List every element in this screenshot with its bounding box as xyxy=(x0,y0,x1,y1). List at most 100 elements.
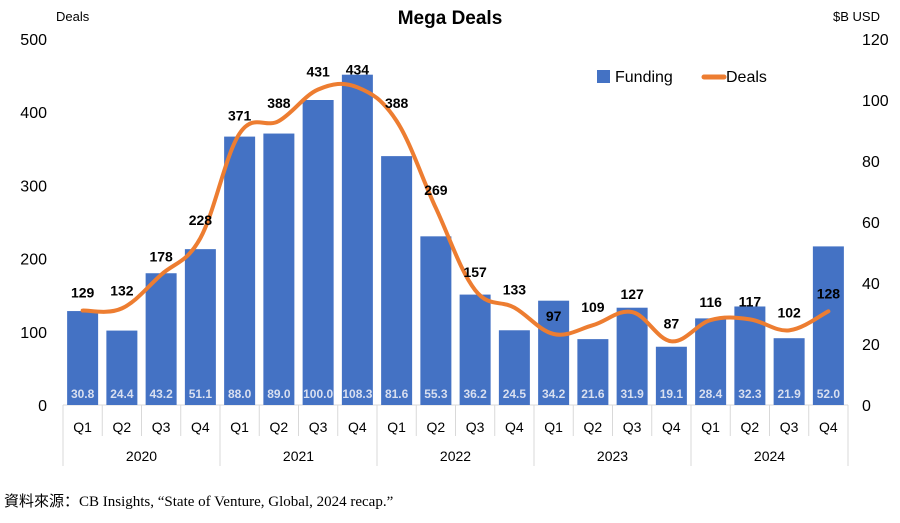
deals-value-label: 269 xyxy=(424,182,448,198)
quarter-tick-label: Q4 xyxy=(662,419,681,435)
quarter-tick-label: Q3 xyxy=(152,419,171,435)
funding-bar xyxy=(224,136,256,405)
deals-value-label: 87 xyxy=(664,315,680,331)
funding-value-label: 28.4 xyxy=(699,387,723,401)
year-tick-label: 2021 xyxy=(283,448,314,464)
deals-value-label: 178 xyxy=(149,249,173,265)
deals-value-label: 371 xyxy=(228,107,252,123)
deals-value-label: 117 xyxy=(739,293,762,309)
deals-value-label: 434 xyxy=(346,61,370,77)
legend: Funding Deals xyxy=(597,69,767,86)
year-tick-label: 2022 xyxy=(440,448,471,464)
quarter-tick-label: Q1 xyxy=(387,419,406,435)
funding-bar xyxy=(655,346,687,405)
funding-value-label: 30.8 xyxy=(71,387,95,401)
left-tick-label: 0 xyxy=(38,398,47,415)
funding-value-label: 88.0 xyxy=(228,387,252,401)
left-tick-label: 100 xyxy=(20,325,47,342)
funding-bar xyxy=(184,249,216,405)
funding-bar xyxy=(577,339,609,405)
funding-bar xyxy=(812,246,844,405)
deals-value-label: 102 xyxy=(777,304,801,320)
funding-value-label: 32.3 xyxy=(738,387,762,401)
data-labels: 30.8 24.4 43.2 51.1 88.0 89.0 100.0 108.3 81.6 55… xyxy=(71,61,840,401)
quarter-tick-label: Q2 xyxy=(427,419,446,435)
quarter-tick-label: Q4 xyxy=(348,419,367,435)
quarter-tick-label: Q1 xyxy=(544,419,563,435)
funding-value-label: 81.6 xyxy=(385,387,409,401)
quarter-tick-label: Q1 xyxy=(73,419,92,435)
left-tick-label: 200 xyxy=(20,252,47,269)
deals-value-label: 129 xyxy=(71,285,95,301)
funding-value-label: 19.1 xyxy=(660,387,684,401)
funding-bar xyxy=(459,294,491,405)
quarter-tick-label: Q1 xyxy=(230,419,249,435)
right-tick-label: 120 xyxy=(862,32,889,49)
deals-series-line xyxy=(80,81,831,344)
funding-value-label: 108.3 xyxy=(342,387,372,401)
funding-bar xyxy=(773,338,805,405)
right-axis-label: $B USD xyxy=(833,9,880,24)
funding-bar xyxy=(263,133,295,406)
deals-value-label: 133 xyxy=(503,282,527,298)
legend-funding-label: Funding xyxy=(615,69,673,86)
funding-value-label: 55.3 xyxy=(424,387,448,401)
funding-bars xyxy=(67,74,844,406)
legend-deals-label: Deals xyxy=(726,69,767,86)
deals-value-label: 127 xyxy=(620,286,644,302)
quarter-tick-label: Q2 xyxy=(270,419,289,435)
year-tick-label: 2024 xyxy=(754,448,785,464)
funding-value-label: 100.0 xyxy=(303,387,333,401)
left-tick-label: 300 xyxy=(20,178,47,195)
left-tick-label: 400 xyxy=(20,105,47,122)
right-tick-label: 100 xyxy=(862,93,889,110)
funding-bar xyxy=(616,307,648,405)
year-tick-label: 2023 xyxy=(597,448,628,464)
quarter-tick-label: Q2 xyxy=(584,419,603,435)
deals-value-label: 431 xyxy=(306,64,330,80)
quarter-tick-label: Q3 xyxy=(466,419,485,435)
deals-value-label: 388 xyxy=(267,95,291,111)
quarter-tick-label: Q2 xyxy=(741,419,760,435)
right-tick-label: 0 xyxy=(862,398,871,415)
quarter-tick-label: Q3 xyxy=(309,419,328,435)
deals-value-label: 128 xyxy=(817,285,841,301)
legend-funding-swatch xyxy=(597,70,610,83)
right-tick-label: 60 xyxy=(862,215,880,232)
funding-value-label: 89.0 xyxy=(267,387,291,401)
funding-bar xyxy=(67,311,99,405)
deals-value-label: 97 xyxy=(546,308,562,324)
right-tick-label: 40 xyxy=(862,276,880,293)
chart-title: Mega Deals xyxy=(398,8,503,29)
deals-value-label: 157 xyxy=(463,264,487,280)
deals-value-label: 132 xyxy=(110,282,134,298)
quarter-tick-label: Q4 xyxy=(819,419,838,435)
quarter-tick-label: Q4 xyxy=(191,419,210,435)
funding-bar xyxy=(498,330,530,405)
funding-bar xyxy=(302,100,334,405)
left-tick-label: 500 xyxy=(20,32,47,49)
quarter-tick-label: Q3 xyxy=(780,419,799,435)
deals-value-label: 228 xyxy=(189,212,213,228)
funding-bar xyxy=(538,300,570,405)
funding-value-label: 21.6 xyxy=(581,387,605,401)
left-axis-label: Deals xyxy=(56,9,90,24)
funding-value-label: 52.0 xyxy=(817,387,841,401)
quarter-tick-label: Q3 xyxy=(623,419,642,435)
deals-line xyxy=(80,81,831,344)
funding-value-label: 24.4 xyxy=(110,387,134,401)
funding-value-label: 43.2 xyxy=(149,387,173,401)
year-tick-label: 2020 xyxy=(126,448,157,464)
quarter-tick-label: Q4 xyxy=(505,419,524,435)
funding-value-label: 34.2 xyxy=(542,387,566,401)
right-tick-label: 80 xyxy=(862,154,880,171)
funding-value-label: 24.5 xyxy=(503,387,527,401)
funding-bar xyxy=(145,273,177,405)
funding-bar xyxy=(341,74,373,405)
quarter-tick-label: Q1 xyxy=(701,419,720,435)
deals-value-label: 388 xyxy=(385,95,409,111)
quarter-tick-label: Q2 xyxy=(113,419,132,435)
funding-bar xyxy=(695,318,727,405)
